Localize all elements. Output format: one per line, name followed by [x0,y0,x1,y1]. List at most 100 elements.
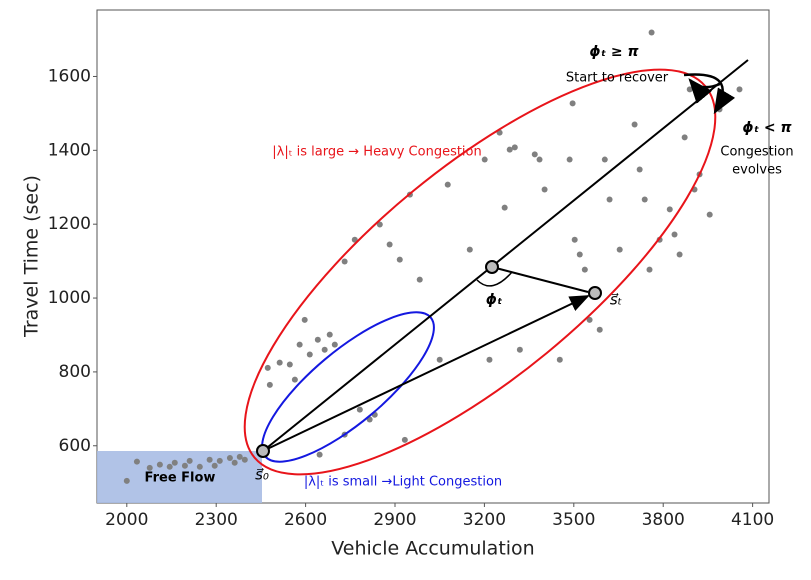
data-point [486,356,493,363]
y-tick-label: 600 [59,436,91,456]
data-point [316,451,323,458]
data-point [326,331,333,338]
data-point [331,341,338,348]
x-tick-label: 2900 [373,510,416,530]
data-point [681,134,688,141]
plot-frame [96,9,770,504]
x-tick-label: 2300 [195,510,238,530]
data-point [641,196,648,203]
data-point [581,266,588,273]
y-tick-label: 800 [59,362,91,382]
data-point [133,458,140,465]
y-tick-label: 1000 [48,288,91,308]
heavy-label: |λ|ₜ is large → Heavy Congestion [272,145,482,160]
data-point [686,86,693,93]
data-point [416,276,423,283]
x-axis-label: Vehicle Accumulation [331,538,534,560]
data-point [264,364,271,371]
heavy-ellipse [243,68,717,476]
data-point [156,461,163,468]
data-point [171,459,178,466]
data-point [376,221,383,228]
data-point [123,477,130,484]
x-tick-label: 2000 [105,510,148,530]
data-point [226,454,233,461]
x-tick-label: 3200 [463,510,506,530]
data-point [241,456,248,463]
data-point [481,156,488,163]
node-center [485,260,499,274]
node-st [588,286,602,300]
free-flow-label: Free Flow [145,471,216,486]
data-point [301,316,308,323]
data-point [736,86,743,93]
data-point [396,256,403,263]
x-tick-label: 2600 [284,510,327,530]
evolve-label-1: Congestion [720,145,793,160]
evolve-condition: ϕₜ < π [742,120,792,136]
data-point [671,231,678,238]
angle-arc [476,271,513,287]
x-tick-label: 3800 [642,510,685,530]
data-point [631,121,638,128]
data-point [586,316,593,323]
recover-condition: ϕₜ ≥ π [589,44,639,60]
data-point [314,336,321,343]
data-point [646,266,653,273]
x-tick-label: 4100 [731,510,774,530]
data-point [571,236,578,243]
data-point [466,246,473,253]
light-ellipse [261,311,435,463]
data-point [596,326,603,333]
data-point [291,376,298,383]
data-point [321,346,328,353]
light-label: |λ|ₜ is small →Light Congestion [304,475,502,490]
data-point [401,436,408,443]
data-point [601,156,608,163]
radius-st [491,266,589,293]
recover-arrow [683,73,736,115]
data-point [266,381,273,388]
data-point [276,359,283,366]
data-point [186,457,193,464]
y-tick-label: 1200 [48,214,91,234]
data-point [569,100,576,107]
data-point [516,346,523,353]
data-point [341,258,348,265]
data-point [444,181,451,188]
node-s0 [256,444,270,458]
recover-label: Start to recover [566,71,669,86]
data-point [636,166,643,173]
data-point [536,156,543,163]
data-point [286,361,293,368]
data-point [556,356,563,363]
data-point [576,251,583,258]
x-tick-label: 3500 [552,510,595,530]
data-point [706,211,713,218]
data-point [616,246,623,253]
data-point [146,464,153,471]
y-tick-label: 1600 [48,66,91,86]
data-point [306,351,313,358]
data-point [606,196,613,203]
data-point [541,186,548,193]
data-point [436,356,443,363]
st-label: s⃗ₜ [610,291,622,309]
data-point [531,151,538,158]
y-tick-label: 1400 [48,140,91,160]
vector-st [262,295,590,452]
data-point [356,406,363,413]
y-axis-label: Travel Time (sec) [21,175,43,338]
data-point [231,459,238,466]
data-point [506,146,513,153]
data-point [296,341,303,348]
data-point [236,453,243,460]
data-point [386,241,393,248]
evolve-label-2: evolves [732,163,782,178]
data-point [206,456,213,463]
data-point [166,463,173,470]
data-point [648,29,655,36]
evolve-arrow [688,78,721,104]
